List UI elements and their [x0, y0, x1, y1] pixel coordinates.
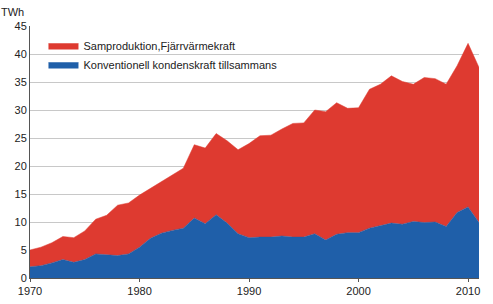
svg-text:30: 30	[15, 104, 27, 116]
svg-text:1970: 1970	[18, 285, 42, 297]
svg-text:1990: 1990	[237, 285, 261, 297]
svg-text:2000: 2000	[346, 285, 370, 297]
svg-text:0: 0	[21, 272, 27, 284]
svg-text:10: 10	[15, 216, 27, 228]
svg-text:5: 5	[21, 244, 27, 256]
svg-text:15: 15	[15, 188, 27, 200]
svg-text:Samproduktion,Fjärrvärmekraft: Samproduktion,Fjärrvärmekraft	[83, 40, 235, 52]
svg-text:1980: 1980	[127, 285, 151, 297]
svg-text:45: 45	[15, 20, 27, 32]
svg-text:TWh: TWh	[1, 6, 24, 18]
svg-text:20: 20	[15, 160, 27, 172]
svg-text:40: 40	[15, 48, 27, 60]
svg-text:Konventionell kondenskraft til: Konventionell kondenskraft tillsammans	[83, 59, 277, 71]
svg-text:35: 35	[15, 76, 27, 88]
svg-text:25: 25	[15, 132, 27, 144]
svg-text:2010: 2010	[456, 285, 480, 297]
